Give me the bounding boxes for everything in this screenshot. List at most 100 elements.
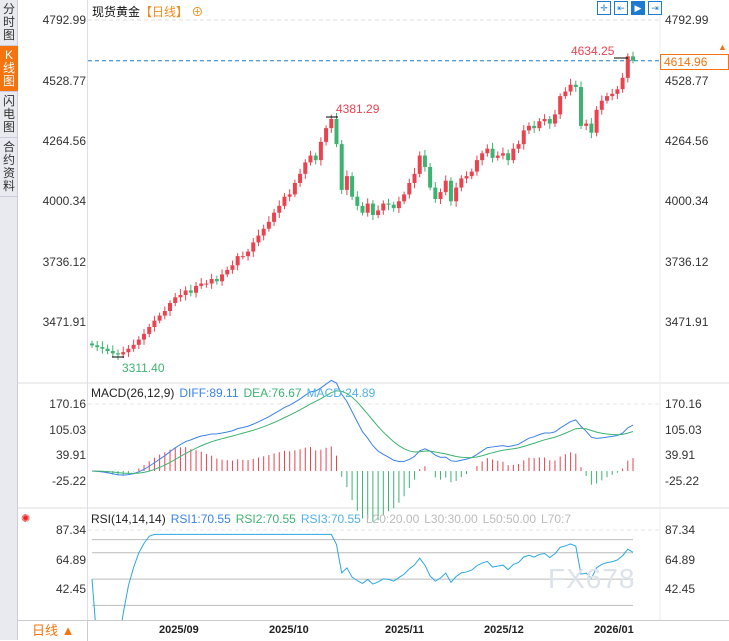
- candle-body: [485, 148, 490, 154]
- macd-axis-label: 39.91: [55, 448, 86, 463]
- candle-body: [376, 210, 381, 215]
- scroll-up-icon[interactable]: ▲: [718, 42, 727, 52]
- candle-body: [246, 251, 251, 257]
- candle-body: [116, 353, 121, 355]
- candle-body: [95, 345, 100, 348]
- candle-body: [558, 96, 563, 115]
- watermark: FX678: [548, 563, 636, 594]
- candle-body: [474, 160, 479, 172]
- candle-body: [350, 176, 355, 197]
- candle-body: [578, 86, 583, 126]
- candle-body: [469, 171, 474, 177]
- macd-axis-label: 170.16: [49, 397, 86, 411]
- candle-body: [620, 77, 625, 90]
- price-axis-label-right: 4264.56: [665, 134, 709, 148]
- candle-body: [287, 194, 292, 197]
- candle-body: [329, 118, 334, 129]
- period-label: 【日线】: [140, 5, 189, 19]
- candle-body: [194, 285, 199, 293]
- tab-intraday[interactable]: 分时图: [0, 0, 18, 46]
- l50: L50:50.00: [482, 512, 537, 526]
- candle-body: [235, 256, 240, 266]
- macd-value: MACD:24.89: [306, 386, 376, 400]
- chart-title: 现货黄金【日线】 ⊕: [92, 3, 203, 20]
- macd-axis-label: -25.22: [51, 474, 86, 488]
- high-price-label: 4634.25: [571, 44, 615, 58]
- macd-diff-line: [91, 379, 634, 476]
- candle-body: [308, 155, 313, 163]
- candle-body: [443, 180, 448, 193]
- candle-body: [573, 84, 578, 87]
- candle-body: [272, 212, 277, 222]
- candle-body: [266, 221, 271, 229]
- candle-body: [599, 100, 604, 110]
- tab-kline[interactable]: K线图: [0, 46, 18, 92]
- candle-body: [110, 351, 115, 354]
- price-axis-label: 4000.34: [42, 194, 86, 208]
- macd-dea: DEA:76.67: [243, 386, 302, 400]
- candle-body: [370, 203, 375, 215]
- candle-body: [162, 311, 167, 316]
- macd-diff: DIFF:89.11: [179, 386, 239, 400]
- candle-body: [589, 123, 594, 133]
- candle-body: [261, 228, 266, 236]
- period-selector[interactable]: 日线 ▲: [18, 621, 88, 641]
- candle-body: [303, 162, 308, 174]
- candle-body: [422, 155, 427, 167]
- candle-body: [490, 148, 495, 158]
- price-axis-label-right: 4792.99: [665, 13, 709, 27]
- macd-header: MACD(26,12,9) DIFF:89.11 DEA:76.67 MACD:24.…: [91, 386, 380, 400]
- candle-body: [547, 118, 552, 124]
- settings-sun-icon[interactable]: ✺: [21, 513, 31, 525]
- rsi-line: [91, 533, 634, 620]
- candle-body: [391, 204, 396, 209]
- candle-body: [584, 123, 589, 126]
- candle-body: [183, 290, 188, 296]
- rsi-header: RSI(14,14,14) RSI1:70.55 RSI2:70.55 RSI3:70…: [91, 512, 576, 526]
- candle-body: [532, 125, 537, 129]
- candle-body: [396, 201, 401, 209]
- rsi3: RSI3:70.55: [300, 512, 361, 526]
- date-label: 2025/10: [269, 624, 309, 636]
- candle-body: [516, 144, 521, 149]
- candle-body: [542, 118, 547, 122]
- candle-body: [292, 182, 297, 195]
- instrument-name: 现货黄金: [92, 5, 141, 19]
- candle-body: [360, 205, 365, 213]
- date-label: 2025/11: [385, 624, 425, 636]
- candle-body: [131, 344, 136, 349]
- candle-body: [480, 153, 485, 161]
- candle-body: [100, 347, 105, 349]
- price-axis-label-right: 4000.34: [665, 194, 709, 208]
- candle-body: [313, 155, 318, 161]
- crosshair-icon[interactable]: ✛: [597, 1, 611, 15]
- play-right-icon[interactable]: ▶: [631, 1, 645, 15]
- macd-title: MACD(26,12,9): [91, 386, 175, 400]
- tab-flash[interactable]: 闪电图: [0, 92, 18, 138]
- candle-body: [526, 125, 531, 131]
- candle-body: [339, 144, 344, 190]
- candle-body: [251, 242, 256, 252]
- rsi-axis-label-right: 87.34: [665, 523, 696, 537]
- candle-body: [417, 155, 422, 174]
- rsi-axis-label: 87.34: [55, 523, 86, 537]
- candle-body: [594, 109, 599, 133]
- jump-end-icon[interactable]: ⇥: [648, 1, 662, 15]
- candle-body: [324, 128, 329, 142]
- macd-axis-label-right: 170.16: [665, 397, 702, 411]
- candle-body: [344, 176, 349, 190]
- candle-body: [495, 155, 500, 158]
- chart-canvas[interactable]: [0, 0, 729, 620]
- l30: L30:30.00: [424, 512, 478, 526]
- candle-body: [105, 348, 110, 352]
- price-axis-label: 3471.91: [42, 315, 86, 329]
- date-label: 2026/01: [594, 624, 634, 636]
- fit-range-icon[interactable]: ⇤: [614, 1, 628, 15]
- plus-circle-icon[interactable]: ⊕: [191, 5, 204, 19]
- peak-price-label: 4381.29: [336, 102, 380, 116]
- candle-body: [230, 265, 235, 270]
- tab-contract-info[interactable]: 合约资料: [0, 138, 18, 197]
- candle-body: [199, 283, 204, 286]
- candle-body: [506, 153, 511, 161]
- price-axis-label-right: 3736.12: [665, 255, 709, 269]
